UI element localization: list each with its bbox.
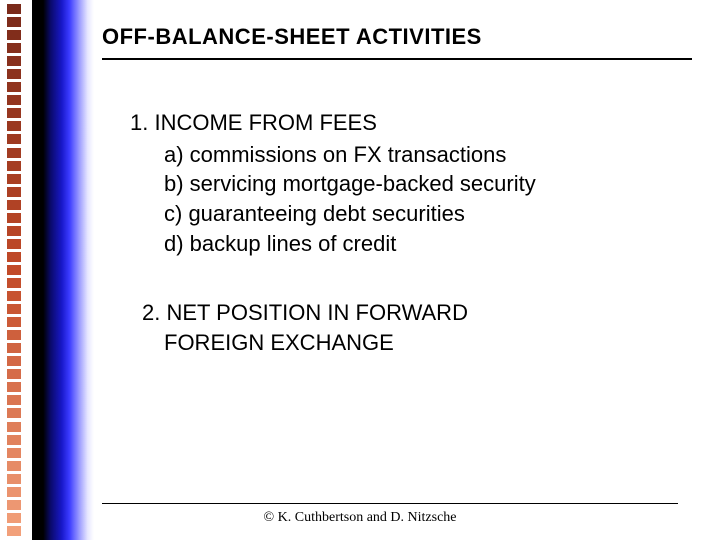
border-square (7, 448, 21, 458)
border-square (7, 487, 21, 497)
left-border-squares (0, 0, 28, 540)
border-square (7, 278, 21, 288)
border-square (7, 526, 21, 536)
border-square (7, 200, 21, 210)
body-text: 1. INCOME FROM FEES a) commissions on FX… (102, 108, 692, 358)
section1-item-c: c) guaranteeing debt securities (130, 199, 692, 229)
border-square (7, 461, 21, 471)
border-square (7, 161, 21, 171)
section1-item-d: d) backup lines of credit (130, 229, 692, 259)
border-square (7, 252, 21, 262)
border-square (7, 500, 21, 510)
border-square (7, 304, 21, 314)
border-square (7, 265, 21, 275)
border-square (7, 435, 21, 445)
border-square (7, 69, 21, 79)
section1-item-b: b) servicing mortgage-backed security (130, 169, 692, 199)
border-square (7, 95, 21, 105)
border-square (7, 174, 21, 184)
border-square (7, 56, 21, 66)
border-square (7, 474, 21, 484)
border-square (7, 17, 21, 27)
section2: 2. NET POSITION IN FORWARD FOREIGN EXCHA… (130, 298, 692, 357)
border-square (7, 343, 21, 353)
title-underline (102, 58, 692, 60)
section2-line2: FOREIGN EXCHANGE (142, 328, 692, 358)
footer-copyright: © K. Cuthbertson and D. Nitzsche (0, 510, 720, 526)
border-square (7, 30, 21, 40)
border-square (7, 226, 21, 236)
border-square (7, 330, 21, 340)
section1-item-a: a) commissions on FX transactions (130, 140, 692, 170)
border-square (7, 239, 21, 249)
border-square (7, 395, 21, 405)
border-square (7, 213, 21, 223)
border-square (7, 382, 21, 392)
footer-rule (102, 503, 678, 504)
border-square (7, 134, 21, 144)
section2-line1: 2. NET POSITION IN FORWARD (142, 298, 692, 328)
border-square (7, 82, 21, 92)
section1-heading: 1. INCOME FROM FEES (130, 108, 692, 138)
border-square (7, 291, 21, 301)
border-square (7, 187, 21, 197)
border-square (7, 121, 21, 131)
slide: OFF-BALANCE-SHEET ACTIVITIES 1. INCOME F… (0, 0, 720, 540)
border-square (7, 317, 21, 327)
border-square (7, 43, 21, 53)
border-square (7, 108, 21, 118)
content-area: OFF-BALANCE-SHEET ACTIVITIES 1. INCOME F… (74, 0, 720, 540)
border-square (7, 148, 21, 158)
border-square (7, 369, 21, 379)
slide-title: OFF-BALANCE-SHEET ACTIVITIES (102, 24, 692, 56)
border-square (7, 408, 21, 418)
border-square (7, 4, 21, 14)
border-square (7, 422, 21, 432)
border-square (7, 356, 21, 366)
